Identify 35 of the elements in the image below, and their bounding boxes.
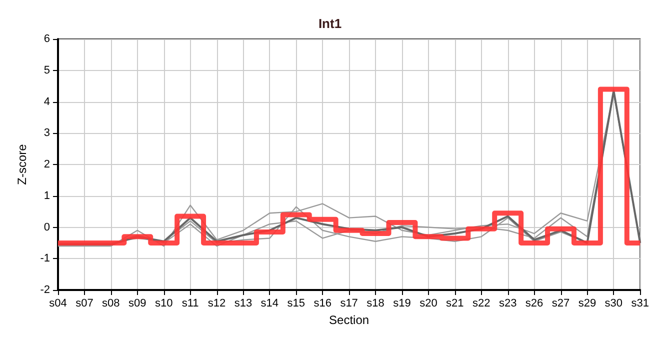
- x-tick-label: s09: [128, 298, 146, 310]
- y-tick-label: 0: [44, 221, 50, 234]
- y-axis-title: Z-score: [15, 144, 29, 185]
- x-tick-label: s12: [208, 298, 226, 310]
- x-tick-label: s07: [76, 298, 94, 310]
- x-tick-label: s21: [446, 298, 464, 310]
- x-tick-label: s13: [234, 298, 252, 310]
- x-tick-label: s31: [631, 298, 650, 310]
- y-tick-label: 3: [44, 127, 50, 140]
- x-tick-label: s16: [314, 298, 332, 310]
- y-tick-label: 1: [44, 190, 50, 202]
- x-axis-title: Section: [329, 313, 370, 327]
- x-tick-label: s27: [552, 298, 570, 310]
- x-tick-label: s11: [182, 298, 199, 310]
- x-tick-label: s14: [260, 298, 279, 310]
- x-tick-label: s17: [340, 298, 358, 310]
- x-tick-label: s23: [498, 298, 517, 310]
- chart-title: Int1: [318, 16, 342, 31]
- y-tick-label: 2: [44, 158, 50, 170]
- x-tick-label: s08: [102, 298, 120, 310]
- x-tick-label: s15: [287, 298, 306, 310]
- x-tick-label: s19: [393, 298, 411, 310]
- y-tick-label: -1: [40, 252, 50, 265]
- x-tick-label: s20: [420, 298, 438, 310]
- x-tick-label: s30: [604, 298, 623, 310]
- y-tick-label: 4: [44, 96, 50, 108]
- y-tick-label: -2: [40, 284, 50, 296]
- x-tick-label: s04: [49, 298, 67, 310]
- x-tick-label: s29: [578, 298, 596, 310]
- x-tick-label: s10: [154, 298, 173, 310]
- y-tick-label: 5: [44, 64, 50, 76]
- x-tick-label: s26: [525, 298, 544, 310]
- x-tick-label: s18: [366, 298, 384, 310]
- y-tick-label: 6: [44, 33, 50, 45]
- x-tick-label: s22: [472, 298, 490, 310]
